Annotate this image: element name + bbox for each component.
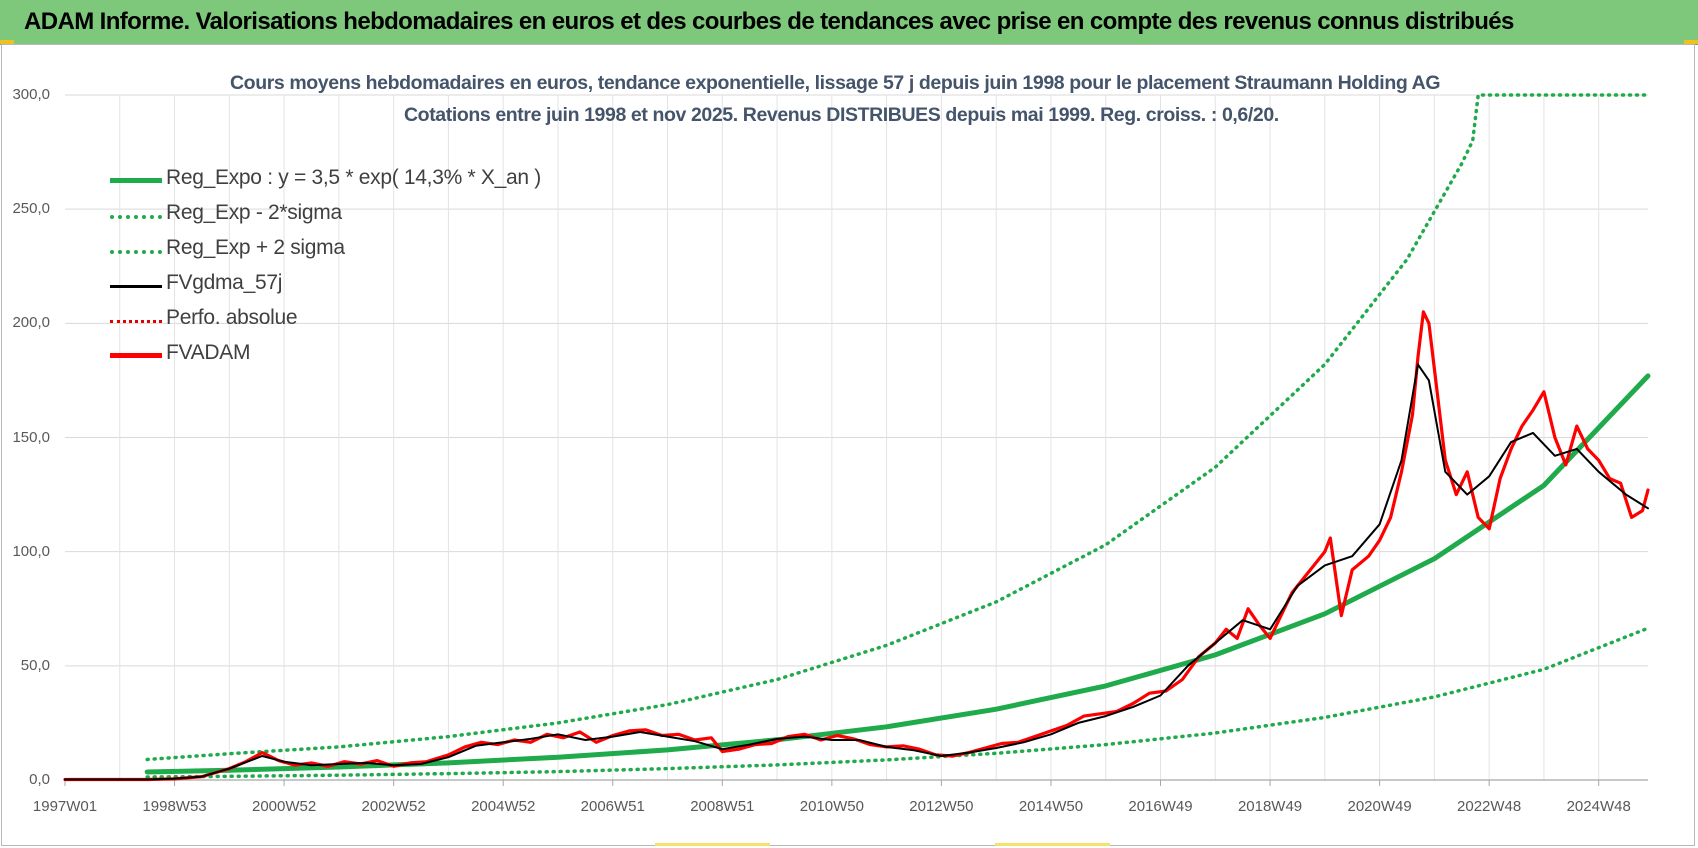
x-tick-label: 2022W48 (1457, 798, 1522, 815)
corner-marker-right (1684, 40, 1698, 44)
y-tick-label: 300,0 (12, 86, 50, 103)
legend-swatch-fvgdma (110, 285, 162, 288)
series-line-3 (64, 363, 1649, 781)
y-tick-label: 0,0 (29, 771, 50, 788)
chart-frame (1, 44, 1695, 846)
y-tick-label: 100,0 (12, 542, 50, 560)
x-tick-label: 1998W53 (142, 798, 207, 815)
chart-title-line1: Cours moyens hebdomadaires en euros, ten… (230, 72, 1441, 94)
bottom-strip-2 (995, 843, 1110, 846)
y-tick-label: 250,0 (12, 200, 50, 218)
legend-swatch-reg-exp-minus (110, 215, 162, 219)
x-tick-label: 1997W01 (32, 798, 98, 815)
y-tick-label: 150,0 (12, 428, 50, 446)
x-tick-label: 2010W50 (799, 798, 864, 815)
bottom-strip-1 (655, 843, 770, 846)
x-tick-label: 2016W49 (1128, 798, 1193, 815)
legend-swatch-fvadam (110, 353, 162, 358)
x-tick-label: 2020W49 (1347, 798, 1412, 815)
legend-label-reg-exp-minus: Reg_Exp - 2*sigma (166, 201, 342, 224)
legend-label-fvadam: FVADAM (166, 341, 251, 364)
series-line-2 (145, 93, 1650, 762)
legend-label-perfo-absolue: Perfo. absolue (166, 306, 298, 329)
legend-label-fvgdma: FVgdma_57j (166, 271, 283, 294)
x-tick-label: 2002W52 (361, 798, 426, 815)
x-tick-label: 2006W51 (580, 798, 645, 815)
series-line-5 (63, 310, 1650, 782)
legend-label-reg-exp-plus: Reg_Exp + 2 sigma (166, 236, 345, 259)
legend-swatch-reg-exp-plus (110, 250, 162, 254)
report-banner: ADAM Informe. Valorisations hebdomadaire… (0, 0, 1698, 45)
x-tick-label: 2024W48 (1566, 798, 1631, 815)
legend-label-reg-expo: Reg_Expo : y = 3,5 * exp( 14,3% * X_an ) (166, 166, 541, 189)
x-tick-label: 2000W52 (251, 798, 317, 815)
corner-marker-left (0, 40, 14, 44)
x-tick-label: 2018W49 (1237, 798, 1303, 815)
y-tick-label: 50,0 (20, 656, 50, 674)
series-line-0 (144, 373, 1651, 775)
y-tick-label: 200,0 (12, 314, 50, 332)
legend-swatch-perfo-absolue (110, 320, 162, 323)
legend-swatch-reg-expo (110, 178, 162, 183)
x-tick-label: 2008W51 (690, 798, 755, 815)
x-tick-label: 2012W50 (909, 798, 974, 815)
x-tick-label: 2014W50 (1018, 798, 1084, 815)
report-title: ADAM Informe. Valorisations hebdomadaire… (24, 8, 1514, 35)
series-line-1 (145, 626, 1650, 779)
chart-title-line2: Cotations entre juin 1998 et nov 2025. R… (404, 104, 1279, 126)
x-tick-label: 2004W52 (471, 798, 536, 815)
